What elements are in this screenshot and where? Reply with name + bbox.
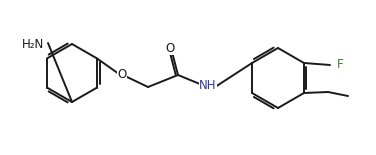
Text: O: O <box>117 67 127 80</box>
Text: O: O <box>165 42 174 55</box>
Text: H₂N: H₂N <box>22 38 44 51</box>
Text: F: F <box>337 58 344 71</box>
Text: NH: NH <box>199 79 217 92</box>
